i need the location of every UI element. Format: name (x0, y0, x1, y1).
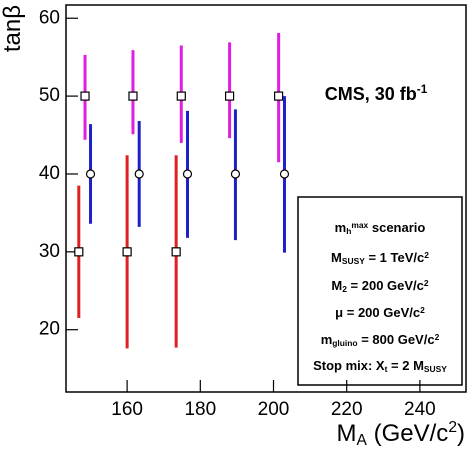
plot-frame (65, 4, 467, 393)
info-line: MSUSY = 1 TeV/c2 (331, 250, 429, 266)
text-part: M (337, 420, 357, 447)
text-part: (GeV/c (367, 420, 448, 447)
text-part: A (357, 432, 368, 449)
text-part: Stop mix: X (313, 358, 385, 373)
text-part: = 800 GeV/c (358, 332, 435, 347)
text-part: -1 (417, 83, 428, 96)
marker (182, 169, 193, 179)
text-part: 2 (424, 250, 429, 260)
text-part: μ = 200 GeV/c (335, 305, 420, 320)
x-tick-label: 200 (258, 399, 290, 420)
info-line: μ = 200 GeV/c2 (335, 305, 425, 321)
x-tick-label: 220 (331, 399, 363, 420)
text-part: scenario (368, 220, 425, 235)
y-tick-label: 20 (39, 319, 60, 340)
info-line: mhmax scenario (335, 220, 426, 236)
y-axis-title: tanβ (0, 5, 26, 52)
text-part: m (321, 332, 333, 347)
x-tick-label: 240 (404, 399, 436, 420)
info-line: mgluino = 800 GeV/c2 (321, 332, 440, 348)
text-part: = 1 TeV/c (365, 250, 424, 265)
text-part: 2 (420, 305, 425, 315)
text-part: 2 (435, 332, 440, 342)
y-tick-label: 50 (39, 85, 60, 106)
text-part: 2 (342, 284, 347, 294)
marker (80, 91, 90, 101)
text-part: max (351, 220, 368, 230)
text-part: M (331, 250, 342, 265)
text-part: M (331, 278, 342, 293)
text-part: CMS, 30 fb (325, 84, 417, 104)
x-tick-label: 180 (184, 399, 216, 420)
marker (128, 91, 138, 101)
text-part: tanβ (0, 5, 26, 52)
text-part: = 2 M (387, 358, 424, 373)
marker (224, 91, 235, 101)
x-axis-title: MA (GeV/c2) (337, 419, 465, 449)
text-part: SUSY (424, 364, 447, 374)
text-part: h (346, 226, 351, 236)
y-tick-label: 40 (39, 163, 60, 184)
text-part: m (335, 220, 347, 235)
text-part: 2 (424, 278, 429, 288)
info-line: Stop mix: Xt = 2 MSUSY (313, 358, 447, 374)
marker (122, 247, 132, 257)
text-part: gluino (332, 338, 357, 348)
info-line: M2 = 200 GeV/c2 (331, 278, 429, 294)
marker (134, 169, 144, 179)
marker (279, 169, 290, 179)
y-tick-label: 30 (39, 241, 60, 262)
marker (274, 91, 284, 101)
x-tick-label: 160 (111, 399, 143, 420)
text-part: ) (457, 420, 465, 447)
text-part: t (385, 364, 388, 374)
text-part: SUSY (342, 256, 365, 266)
marker (74, 247, 84, 257)
annotation: CMS, 30 fb-1 (325, 83, 428, 104)
marker (171, 247, 181, 257)
marker (230, 169, 241, 179)
y-tick-label: 60 (39, 7, 60, 28)
info-box (297, 196, 463, 386)
text-part: 2 (448, 419, 457, 436)
marker (85, 169, 96, 179)
text-part: = 200 GeV/c (347, 278, 424, 293)
marker (176, 91, 186, 101)
